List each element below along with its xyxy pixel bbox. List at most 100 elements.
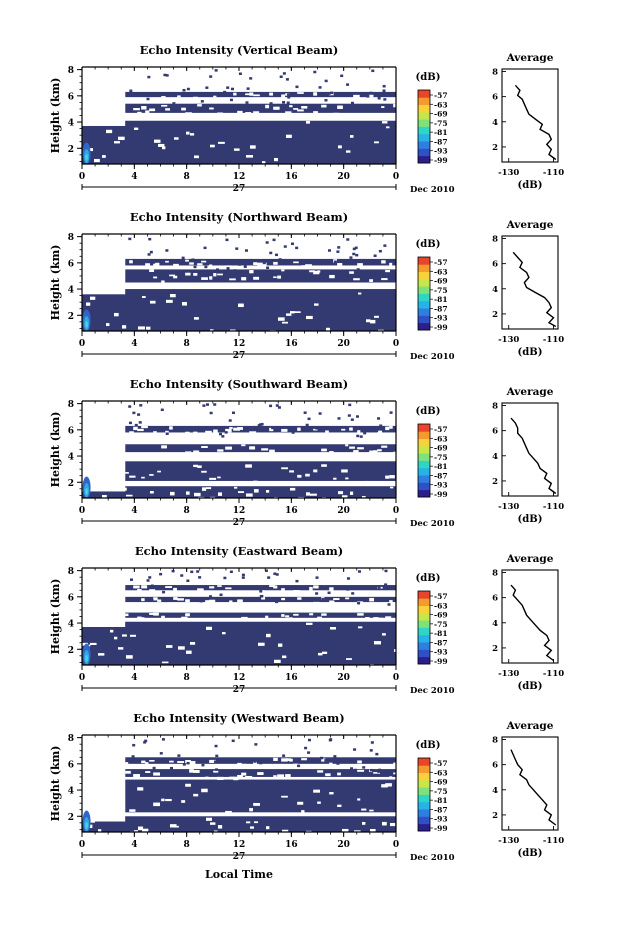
- echo-gap: [301, 810, 305, 814]
- echo-layer: [125, 461, 396, 481]
- echo-gap: [313, 601, 320, 605]
- echo-speck: [387, 603, 391, 606]
- echo-gap: [237, 427, 243, 430]
- echo-speck: [198, 576, 202, 579]
- x-tick-label: 16: [285, 673, 298, 683]
- echo-speck: [314, 426, 318, 430]
- echo-speck: [218, 432, 222, 436]
- echo-speck: [186, 579, 190, 582]
- echo-speck: [375, 429, 379, 433]
- echo-speck: [233, 269, 237, 272]
- echo-speck: [225, 238, 229, 242]
- avg-y-tick-label: 4: [492, 118, 498, 128]
- echo-gap: [385, 269, 391, 273]
- colorbar-tick-label: -57: [434, 592, 448, 601]
- echo-layer: [125, 757, 396, 764]
- echo-speck: [389, 411, 393, 414]
- echo-gap: [350, 135, 354, 138]
- echo-speck: [340, 74, 344, 78]
- x-tick-label: 0: [79, 172, 85, 182]
- colorbar-tick-label: -87: [434, 638, 448, 647]
- echo-speck: [128, 405, 132, 408]
- echo-speck: [278, 258, 282, 261]
- echo-speck: [177, 754, 181, 757]
- avg-y-tick-label: 8: [492, 68, 498, 78]
- colorbar-segment: [418, 598, 430, 606]
- echo-speck: [159, 752, 163, 755]
- echo-speck: [285, 78, 289, 81]
- echo-gap: [273, 757, 278, 761]
- echo-gap: [382, 633, 386, 636]
- colorbar-segment: [418, 445, 430, 454]
- x-tick-label: 4: [131, 339, 137, 349]
- colorbar-segment: [418, 286, 430, 294]
- colorbar-tick-label: -81: [434, 462, 448, 471]
- echo-speck: [329, 769, 333, 772]
- avg-y-tick-label: 2: [492, 310, 498, 320]
- echo-gap: [114, 636, 118, 640]
- echo-gap: [310, 493, 317, 496]
- colorbar-tick-label: -69: [434, 444, 448, 453]
- date-month: Dec 2010: [410, 853, 455, 863]
- echo-speck: [215, 768, 219, 771]
- echo-gap: [138, 826, 144, 831]
- avg-x-tick-label: -110: [543, 836, 564, 846]
- echo-gap: [293, 261, 299, 264]
- echo-gap: [273, 261, 278, 265]
- echo-speck: [307, 417, 311, 421]
- clear-early: [82, 401, 126, 492]
- colorbar-segment: [418, 453, 430, 461]
- echo-layer: [125, 103, 396, 113]
- x-tick-label: 12: [233, 172, 246, 182]
- echo-speck: [315, 592, 319, 595]
- colorbar-tick-label: -69: [434, 277, 448, 286]
- echo-gap: [357, 430, 361, 434]
- echo-gap: [361, 808, 367, 811]
- echo-speck: [228, 419, 232, 422]
- echo-gap: [110, 629, 114, 633]
- echo-gap: [237, 599, 243, 603]
- y-tick-label: 6: [68, 92, 74, 102]
- echo-speck: [257, 424, 261, 427]
- echo-gap: [337, 263, 343, 266]
- echo-speck: [333, 755, 337, 758]
- echo-speck: [159, 572, 163, 576]
- echo-speck: [295, 579, 299, 583]
- echo-gap: [281, 428, 288, 432]
- echo-speck: [197, 760, 201, 763]
- echo-gap: [326, 327, 330, 331]
- echo-gap: [229, 427, 233, 429]
- echo-gap: [185, 451, 192, 455]
- echo-speck: [318, 412, 322, 415]
- echo-gap: [234, 148, 240, 151]
- echo-speck: [229, 98, 233, 102]
- echo-gap: [333, 112, 340, 116]
- echo-gap: [321, 464, 327, 467]
- echo-gap: [209, 264, 213, 267]
- echo-speck: [150, 598, 154, 602]
- echo-speck: [283, 245, 287, 248]
- average-profile-line: [510, 417, 557, 495]
- echo-gap: [345, 477, 349, 480]
- echo-gap: [250, 145, 256, 149]
- echo-speck: [182, 88, 186, 92]
- echo-gap: [153, 772, 160, 776]
- echo-gap: [378, 329, 384, 331]
- echo-gap: [381, 260, 386, 264]
- avg-y-tick-label: 4: [492, 619, 498, 629]
- echo-gap: [130, 634, 136, 637]
- echo-speck: [383, 98, 387, 101]
- echo-speck: [221, 435, 225, 438]
- echo-gap: [317, 801, 321, 804]
- echo-speck: [160, 408, 164, 412]
- echo-gap: [193, 272, 198, 276]
- panel-3: Echo Intensity (Eastward Beam) 2 4 6 8 Height…: [49, 544, 564, 696]
- echo-speck: [369, 91, 373, 95]
- echo-gap: [190, 641, 196, 645]
- echo-speck: [169, 766, 173, 770]
- avg-x-label: (dB): [518, 180, 543, 191]
- echo-gap: [309, 613, 314, 616]
- echo-speck: [205, 86, 209, 89]
- echo-gap: [122, 634, 127, 637]
- echo-gap: [129, 431, 134, 434]
